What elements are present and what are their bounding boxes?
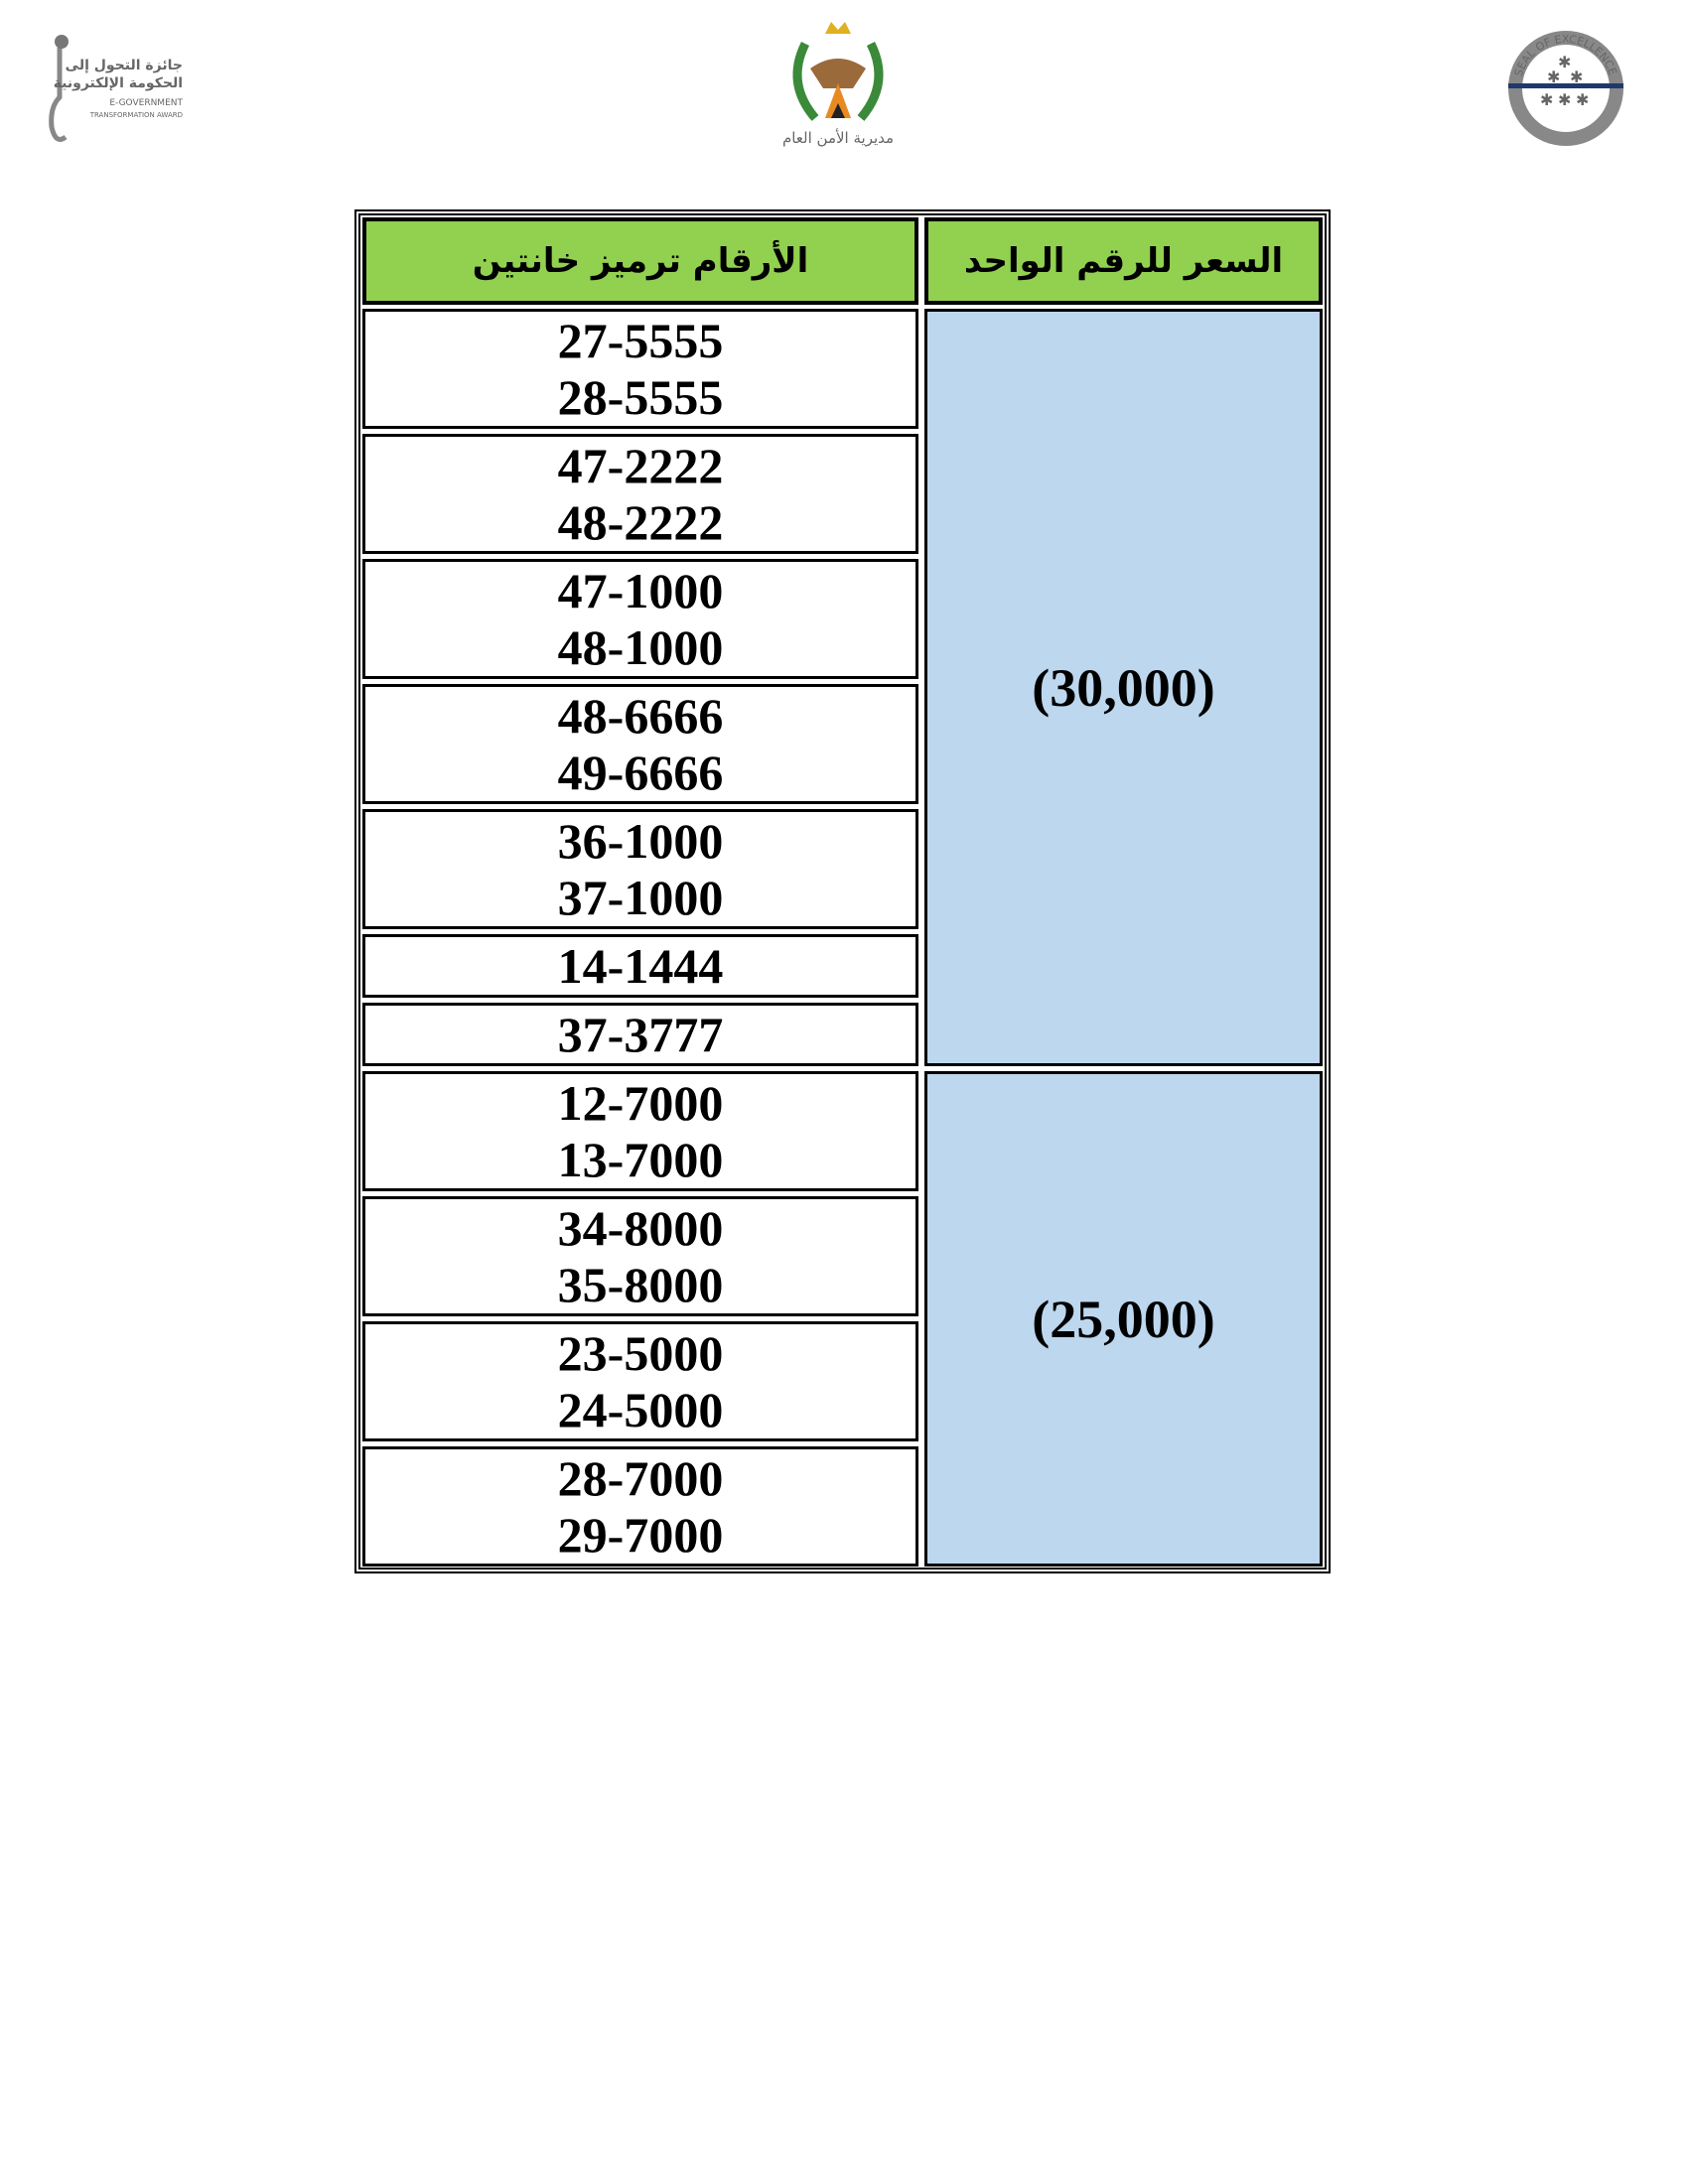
public-security-emblem: مديرية الأمن العام <box>766 14 911 149</box>
number-cell: 14-1444 <box>362 934 918 998</box>
svg-text:✱: ✱ <box>1576 90 1589 109</box>
plate-number: 24-5000 <box>557 1381 724 1437</box>
plate-number: 13-7000 <box>557 1131 724 1187</box>
header-price: السعر للرقم الواحد <box>924 217 1323 305</box>
svg-text:✱: ✱ <box>1570 68 1583 86</box>
price-table: الأرقام ترميز خانتين السعر للرقم الواحد … <box>354 209 1331 1573</box>
plate-number: 47-2222 <box>557 437 724 493</box>
number-cell: 36-1000 37-1000 <box>362 809 918 929</box>
svg-text:✱: ✱ <box>1547 68 1560 86</box>
plate-number: 27-5555 <box>557 312 724 368</box>
plate-number: 48-6666 <box>557 687 724 744</box>
emblem-text: مديرية الأمن العام <box>782 128 894 147</box>
plate-number: 35-8000 <box>557 1256 724 1312</box>
e-government-award-logo: جائزة التحول إلى الحكومة الإلكترونية E-G… <box>42 28 193 152</box>
svg-text:✱: ✱ <box>1558 53 1571 71</box>
award-text-ar-1: جائزة التحول إلى <box>66 58 183 73</box>
award-text-en-2: TRANSFORMATION AWARD <box>89 111 183 119</box>
svg-text:✱: ✱ <box>1540 90 1553 109</box>
number-cell: 47-2222 48-2222 <box>362 434 918 554</box>
plate-number: 36-1000 <box>557 812 724 869</box>
award-text-en-1: E-GOVERNMENT <box>109 98 183 108</box>
number-cell: 28-7000 29-7000 <box>362 1446 918 1567</box>
plate-number: 48-1000 <box>557 618 724 675</box>
award-text-ar-2: الحكومة الإلكترونية <box>54 75 183 91</box>
plate-number: 28-5555 <box>557 368 724 425</box>
plate-number: 28-7000 <box>557 1449 724 1506</box>
svg-text:✱: ✱ <box>1558 90 1571 109</box>
price-cell: (30,000) <box>924 309 1323 1066</box>
plate-number: 12-7000 <box>557 1074 724 1131</box>
plate-number: 14-1444 <box>557 937 724 994</box>
number-cell: 12-7000 13-7000 <box>362 1071 918 1191</box>
number-cell: 37-3777 <box>362 1003 918 1066</box>
plate-number: 47-1000 <box>557 562 724 618</box>
number-cell: 48-6666 49-6666 <box>362 684 918 804</box>
plate-number: 37-3777 <box>557 1006 724 1062</box>
plate-number: 34-8000 <box>557 1199 724 1256</box>
number-cell: 23-5000 24-5000 <box>362 1321 918 1441</box>
number-cell: 27-5555 28-5555 <box>362 309 918 429</box>
seal-of-excellence-logo: SEAL OF EXCELLENCE ✱ ✱ ✱ ✱ ✱ ✱ <box>1500 28 1631 149</box>
number-cell: 47-1000 48-1000 <box>362 559 918 679</box>
plate-number: 49-6666 <box>557 744 724 800</box>
header-numbers: الأرقام ترميز خانتين <box>362 217 918 305</box>
plate-number: 23-5000 <box>557 1324 724 1381</box>
plate-number: 29-7000 <box>557 1506 724 1563</box>
number-cell: 34-8000 35-8000 <box>362 1196 918 1316</box>
plate-number: 48-2222 <box>557 493 724 550</box>
plate-number: 37-1000 <box>557 869 724 925</box>
price-cell: (25,000) <box>924 1071 1323 1567</box>
